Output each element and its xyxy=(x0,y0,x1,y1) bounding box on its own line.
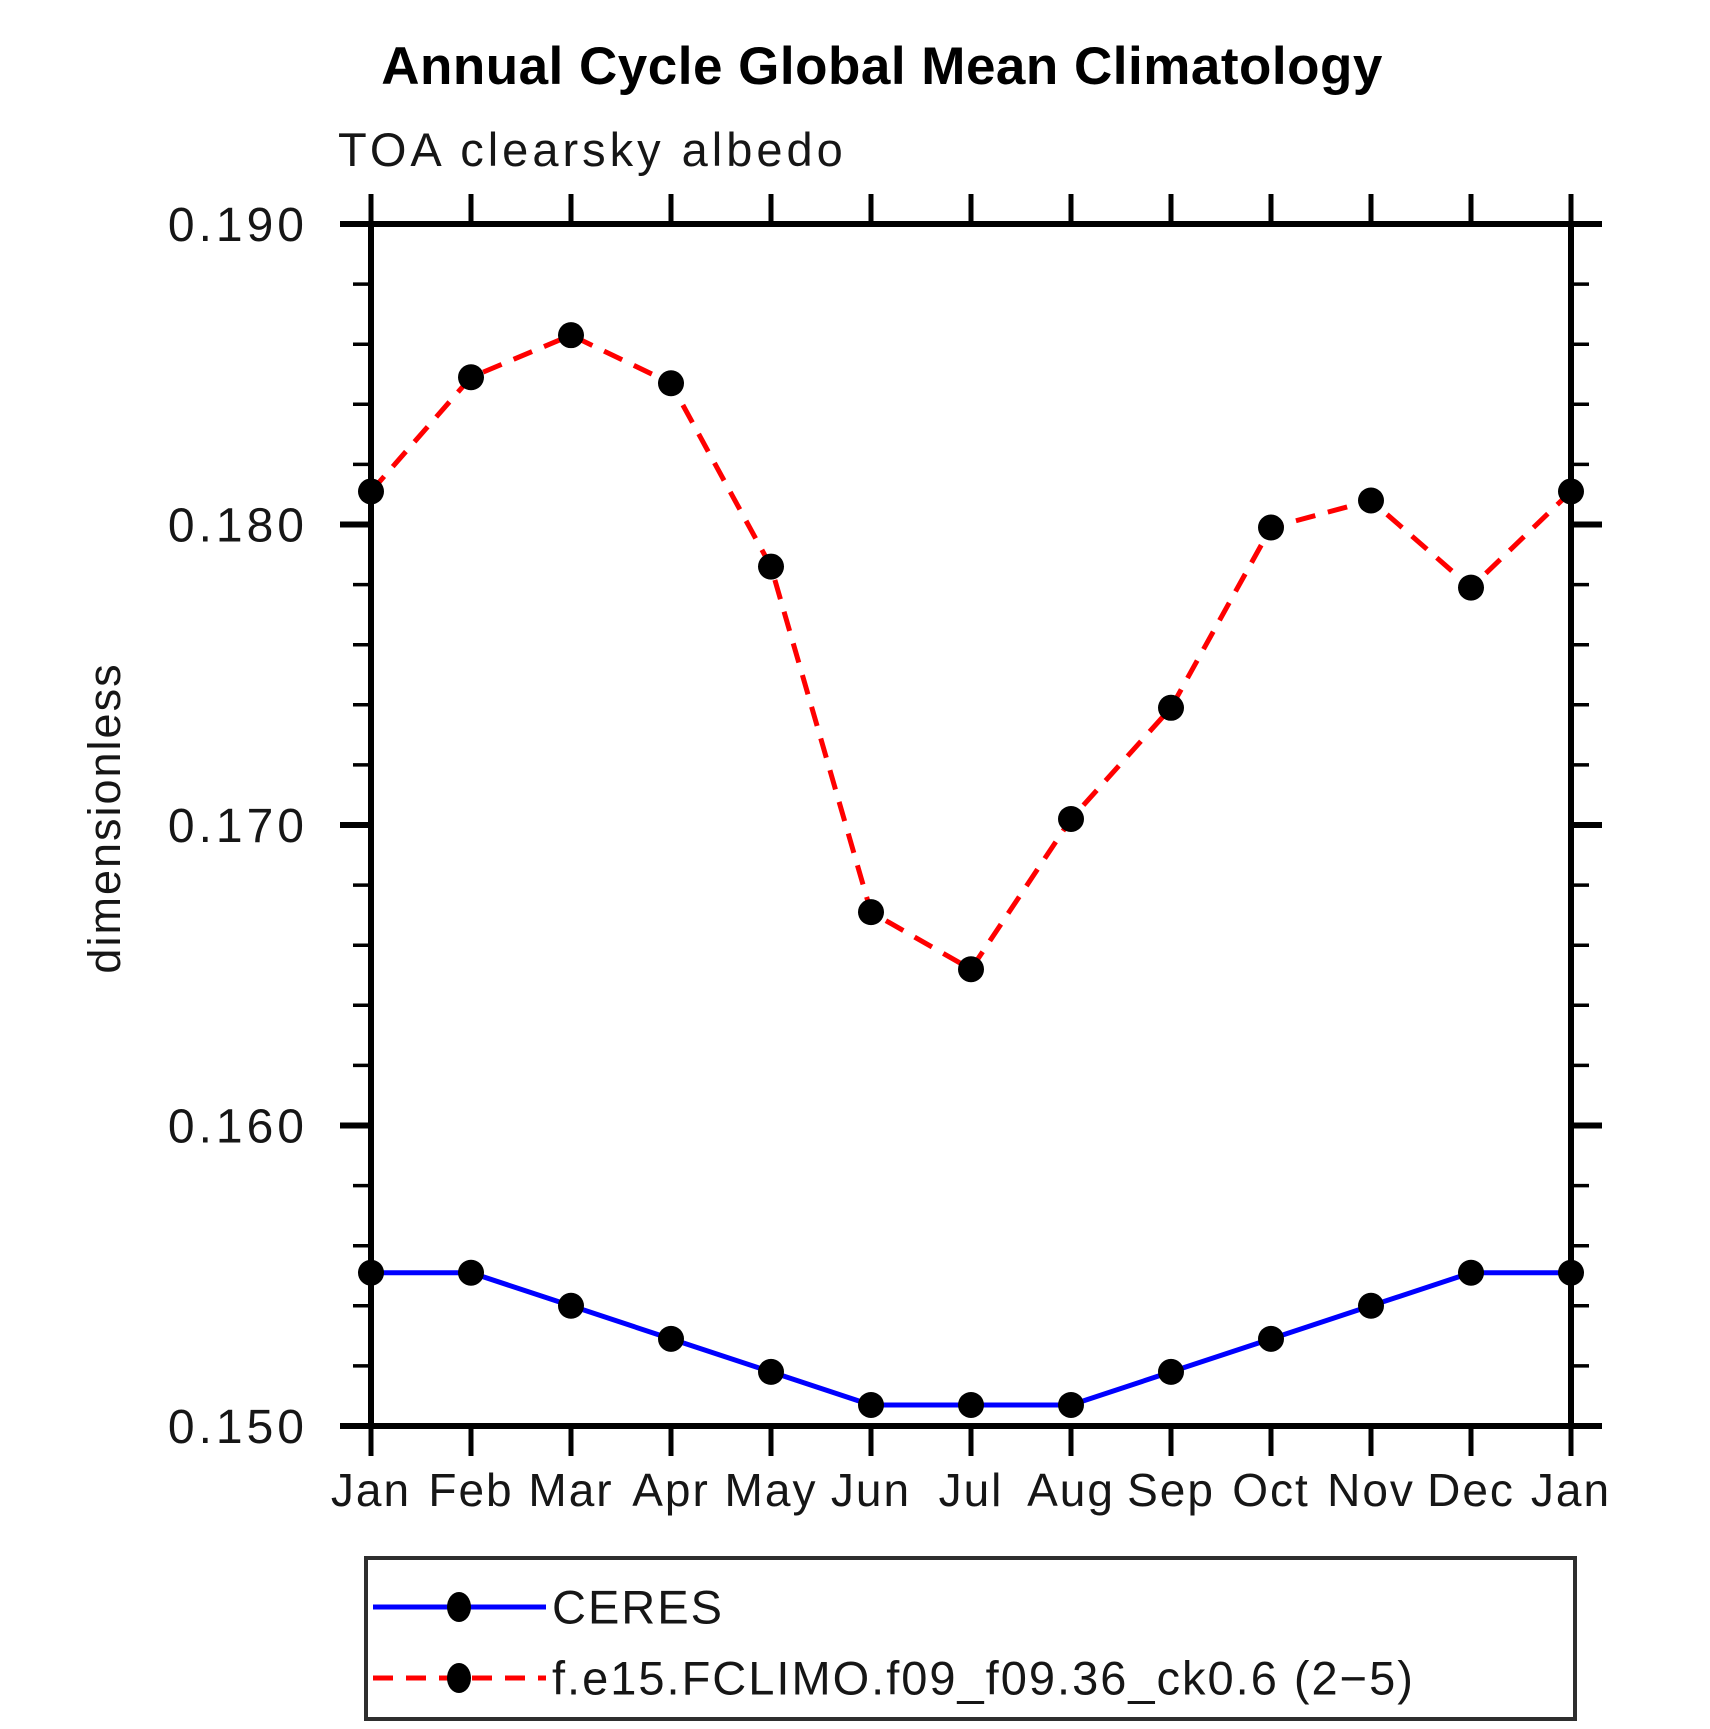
data-point-marker xyxy=(1558,1259,1584,1286)
y-tick-label: 0.170 xyxy=(168,800,308,853)
chart-subtitle: TOA clearsky albedo xyxy=(338,123,847,176)
data-point-marker xyxy=(858,899,884,926)
data-point-marker xyxy=(558,1292,584,1319)
data-point-marker xyxy=(458,364,484,391)
data-point-marker xyxy=(1258,514,1284,541)
series-line-dashed xyxy=(369,332,1573,973)
data-point-marker xyxy=(658,1325,684,1352)
y-tick-label: 0.190 xyxy=(168,199,308,252)
legend-marker xyxy=(447,1592,471,1622)
data-point-marker xyxy=(1358,1292,1384,1319)
data-point-marker xyxy=(1458,574,1484,601)
data-point-marker xyxy=(758,553,784,580)
data-point-marker xyxy=(658,370,684,397)
data-point-marker xyxy=(558,322,584,349)
x-tick-label: Aug xyxy=(1027,1464,1115,1516)
data-series xyxy=(358,322,1584,1418)
x-tick-label: Oct xyxy=(1232,1464,1310,1516)
data-point-marker xyxy=(1058,1391,1084,1418)
x-tick-label: Feb xyxy=(428,1464,513,1516)
data-point-marker xyxy=(1358,487,1384,514)
data-point-marker xyxy=(1058,805,1084,832)
x-tick-label: Jan xyxy=(1531,1464,1611,1516)
data-point-marker xyxy=(1258,1325,1284,1352)
x-tick-label: Jan xyxy=(331,1464,411,1516)
data-point-marker xyxy=(758,1358,784,1385)
y-tick-label: 0.160 xyxy=(168,1100,308,1153)
x-tick-label: Sep xyxy=(1127,1464,1215,1516)
axes: Jan Feb Mar Apr May Jun Jul Aug Sep Oct Nov Dec Jan 0… xyxy=(168,194,1611,1516)
y-axis-title: dimensionless xyxy=(79,662,130,973)
legend-label: f.e15.FCLIMO.f09_f09.36_ck0.6 (2−5) xyxy=(552,1651,1415,1704)
x-tick-label: Jun xyxy=(831,1464,911,1516)
data-point-marker xyxy=(1558,478,1584,505)
x-tick-label: Dec xyxy=(1427,1464,1515,1516)
series-line-solid xyxy=(371,1270,1571,1408)
data-point-marker xyxy=(358,478,384,505)
data-point-marker xyxy=(1158,694,1184,721)
data-point-marker xyxy=(958,956,984,983)
legend-marker xyxy=(447,1663,471,1693)
y-tick-label: 0.150 xyxy=(168,1401,308,1454)
legend-label: CERES xyxy=(552,1580,724,1633)
data-point-marker xyxy=(958,1391,984,1418)
legend-box xyxy=(364,1556,1577,1721)
x-tick-label: May xyxy=(725,1464,818,1516)
data-point-marker xyxy=(1158,1358,1184,1385)
x-tick-label: Nov xyxy=(1327,1464,1415,1516)
data-point-marker xyxy=(458,1259,484,1286)
data-point-marker xyxy=(1458,1259,1484,1286)
plot-frame xyxy=(368,221,1574,1429)
x-tick-label: Mar xyxy=(528,1464,613,1516)
data-point-marker xyxy=(358,1259,384,1286)
x-tick-label: Jul xyxy=(939,1464,1004,1516)
data-point-marker xyxy=(858,1391,884,1418)
chart-title: Annual Cycle Global Mean Climatology xyxy=(381,37,1383,96)
legend: CERES f.e15.FCLIMO.f09_f09.36_ck0.6 (2−5) xyxy=(364,1556,1577,1721)
x-tick-label: Apr xyxy=(632,1464,710,1516)
y-tick-label: 0.180 xyxy=(168,499,308,552)
